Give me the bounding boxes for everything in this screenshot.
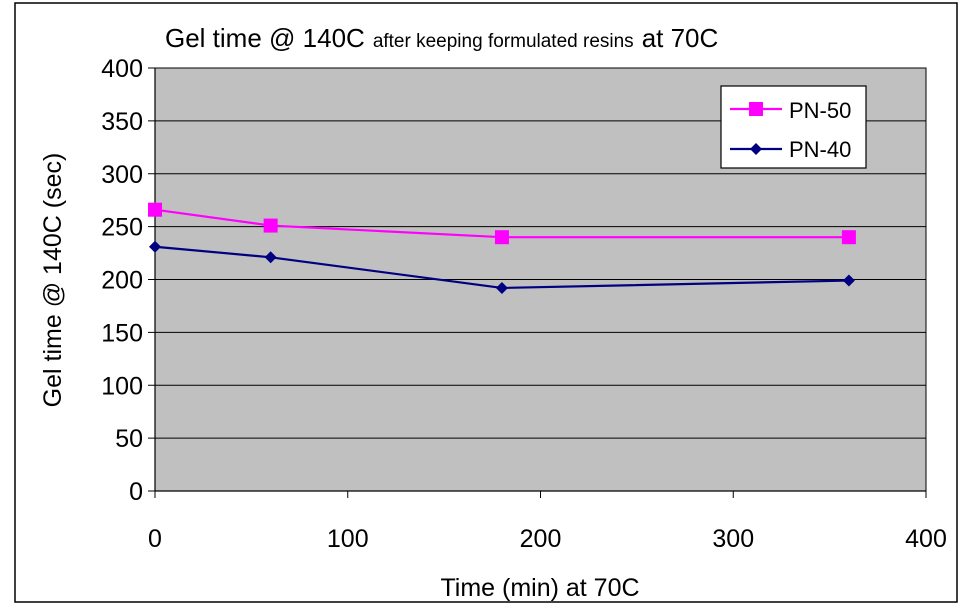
legend-marker-pn50	[749, 102, 763, 116]
data-point-pn50	[841, 230, 856, 245]
data-point-pn40	[149, 240, 161, 253]
y-tick-label: 200	[101, 267, 143, 295]
y-tick-label: 150	[101, 319, 143, 347]
chart-title: Gel time @ 140C after keeping formulated …	[165, 23, 718, 53]
axes: 0 50 100 150 200 250 300 350 400 0 100 200 300 400	[101, 55, 947, 553]
data-point-pn40	[842, 274, 855, 287]
x-axis-label: Time (min) at 70C	[440, 574, 639, 602]
legend-label-pn50: PN-50	[789, 98, 851, 123]
x-tick-label: 200	[520, 525, 562, 553]
data-point-pn50	[263, 218, 278, 233]
y-tick-label: 350	[101, 108, 143, 136]
data-point-pn50	[494, 230, 509, 245]
x-tick-label: 300	[712, 525, 754, 553]
x-tick-label: 0	[148, 525, 162, 553]
data-point-pn40	[264, 251, 277, 264]
x-tick-label: 400	[905, 525, 947, 553]
y-tick-label: 250	[101, 214, 143, 242]
y-tick-label: 0	[129, 478, 143, 506]
series-line-pn50	[154, 208, 849, 239]
y-tick-label: 400	[101, 55, 143, 83]
data-point-pn50	[148, 202, 162, 217]
y-axis-label: Gel time @ 140C (sec)	[39, 153, 67, 408]
x-tick-label: 100	[327, 525, 369, 553]
legend-marker-pn40	[750, 143, 762, 155]
legend-box	[720, 85, 867, 169]
legend-label-pn40: PN-40	[789, 137, 851, 162]
y-tick-label: 300	[101, 161, 143, 189]
legend: PN-50 PN-40	[720, 85, 867, 169]
y-tick-label: 50	[115, 425, 143, 453]
data-point-pn40	[495, 281, 508, 294]
y-tick-label: 100	[101, 372, 143, 400]
series-layer	[148, 202, 856, 294]
series-line-pn40	[154, 245, 849, 290]
